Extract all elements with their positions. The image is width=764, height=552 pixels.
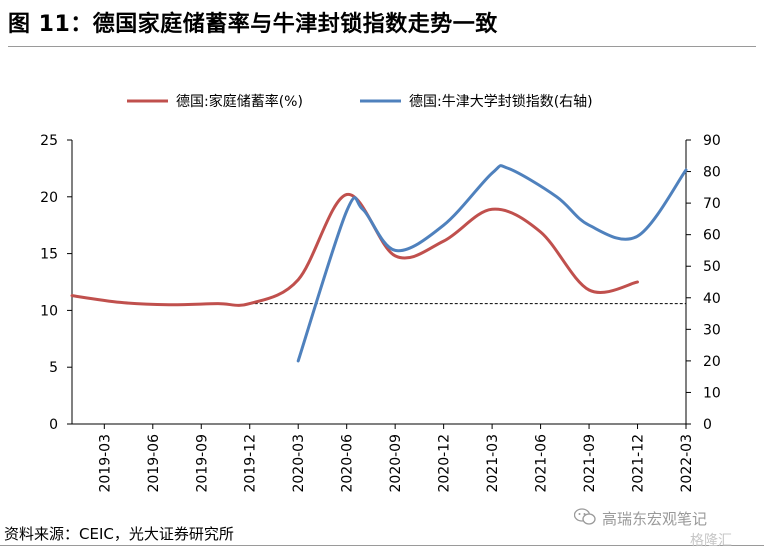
right-tick-label: 20 (703, 354, 721, 370)
right-tick-label: 10 (703, 385, 721, 401)
right-tick-label: 40 (703, 291, 721, 307)
right-tick-label: 60 (703, 228, 721, 244)
left-tick-label: 25 (40, 133, 58, 149)
x-tick-label: 2022-03 (679, 434, 695, 493)
watermark-name: 高瑞东宏观笔记 (602, 510, 708, 528)
x-tick-label: 2021-12 (631, 434, 647, 493)
watermark: 高瑞东宏观笔记 格隆汇 (574, 508, 760, 550)
x-tick-label: 2021-06 (534, 434, 550, 493)
line-chart: 0 5 10 15 20 25 0 10 20 30 40 50 60 70 80 90 2019-03 2019… (40, 93, 721, 493)
chart-title: 图 11：德国家庭储蓄率与牛津封锁指数走势一致 (8, 12, 498, 37)
axes-layer: 0 5 10 15 20 25 0 10 20 30 40 50 60 70 80 90 2019-03 2019… (40, 133, 721, 493)
watermark-brand: 格隆汇 (690, 533, 732, 549)
x-tick-label: 2021-09 (582, 434, 598, 493)
right-tick-label: 0 (703, 417, 712, 433)
legend: 德国:家庭储蓄率(%) 德国:牛津大学封锁指数(右轴) (127, 93, 593, 110)
left-tick-label: 20 (40, 190, 58, 206)
x-tick-label: 2021-03 (485, 434, 501, 493)
left-tick-label: 0 (49, 417, 58, 433)
title-divider (8, 46, 756, 47)
right-tick-label: 70 (703, 196, 721, 212)
x-tick-label: 2020-09 (388, 434, 404, 493)
source-note: 资料来源：CEIC，光大证券研究所 (4, 525, 234, 543)
right-tick-label: 30 (703, 322, 721, 338)
series-layer (70, 164, 688, 363)
footer-divider (0, 545, 764, 546)
wechat-logo-icon (574, 508, 596, 525)
series-line-2 (296, 164, 688, 363)
left-tick-label: 15 (40, 247, 58, 263)
x-tick-label: 2019-03 (97, 434, 113, 493)
legend-label-2: 德国:牛津大学封锁指数(右轴) (409, 94, 593, 110)
x-tick-label: 2019-12 (243, 434, 259, 493)
right-tick-label: 50 (703, 259, 721, 275)
x-tick-label: 2019-06 (146, 434, 162, 493)
x-tick-label: 2019-09 (194, 434, 210, 493)
legend-label-1: 德国:家庭储蓄率(%) (176, 93, 303, 110)
left-tick-label: 10 (40, 303, 58, 319)
right-tick-label: 80 (703, 165, 721, 181)
x-tick-label: 2020-03 (291, 434, 307, 493)
left-tick-label: 5 (49, 360, 58, 376)
x-tick-label: 2020-12 (437, 434, 453, 493)
series-line-1 (70, 192, 639, 307)
x-tick-label: 2020-06 (340, 434, 356, 493)
right-tick-label: 90 (703, 133, 721, 149)
